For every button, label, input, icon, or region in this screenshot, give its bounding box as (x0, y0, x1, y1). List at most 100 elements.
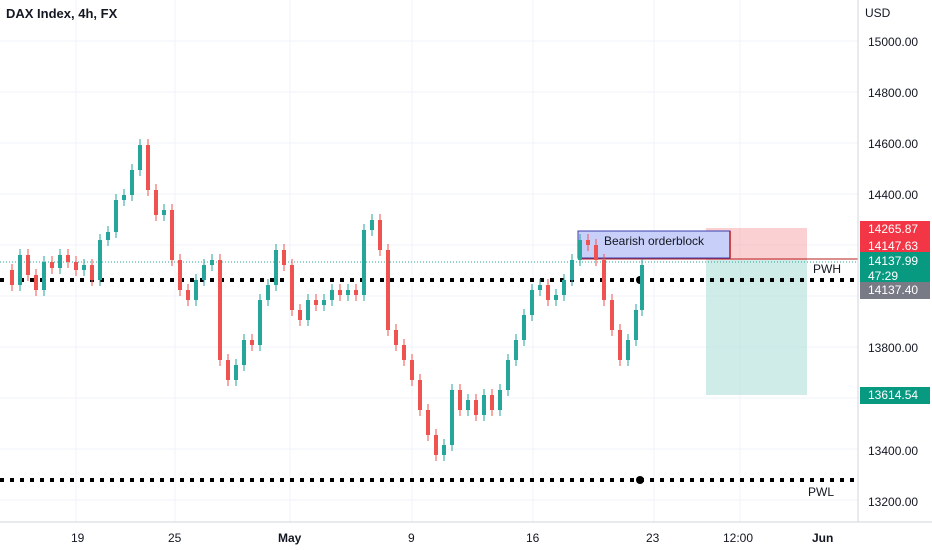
y-tick-14400: 14400.00 (868, 188, 918, 202)
last-price-tag: 14137.99 47:29 (860, 252, 930, 286)
candle-body (290, 265, 294, 310)
candle-body (314, 300, 318, 305)
candle-body (42, 262, 46, 290)
candle-body (34, 275, 38, 290)
candle-body (226, 360, 230, 380)
candle-body (82, 265, 86, 270)
candle-body (394, 330, 398, 345)
countdown-timer: 47:29 (868, 269, 899, 283)
candles (10, 139, 644, 461)
candle-body (346, 290, 350, 295)
candle-body (298, 310, 302, 320)
candle-body (18, 255, 22, 285)
candle-body (50, 262, 54, 268)
candle-body (26, 255, 30, 275)
candle-body (242, 340, 246, 365)
candle-body (482, 395, 486, 415)
candle-body (386, 250, 390, 330)
orderblock-box[interactable] (577, 230, 731, 259)
candle-body (90, 265, 94, 280)
y-tick-14600: 14600.00 (868, 137, 918, 151)
candle-body (546, 285, 550, 300)
x-tick-9: 9 (408, 531, 415, 545)
x-tick-may: May (278, 531, 302, 545)
target-price-tag: 13614.54 (860, 387, 930, 404)
candle-body (354, 290, 358, 295)
target-zone[interactable] (706, 260, 807, 395)
candle-body (450, 390, 454, 445)
candle-body (218, 260, 222, 360)
candle-body (594, 245, 598, 260)
candle-body (98, 240, 102, 280)
candle-body (618, 330, 622, 360)
candle-body (330, 290, 334, 300)
candle-body (634, 310, 638, 340)
last-price-value: 14137.99 (868, 254, 919, 268)
candle-body (442, 445, 446, 455)
candle-body (610, 300, 614, 330)
entry-price-tag: 14147.63 (860, 238, 930, 255)
candle-body (274, 250, 278, 285)
candle-body (146, 145, 150, 190)
candle-body (522, 315, 526, 340)
orderblock-label: Bearish orderblock (603, 234, 705, 248)
candle-body (170, 210, 174, 260)
x-tick-16: 16 (526, 531, 540, 545)
candle-body (162, 210, 166, 215)
x-tick-25: 25 (168, 531, 182, 545)
candle-body (378, 220, 382, 250)
candle-body (10, 270, 14, 285)
candle-body (306, 300, 310, 320)
candle-body (514, 340, 518, 360)
candle-body (210, 260, 214, 265)
y-tick-14800: 14800.00 (868, 86, 918, 100)
x-tick-jun: Jun (812, 531, 833, 545)
candle-body (266, 285, 270, 300)
pwl-anchor[interactable] (636, 476, 644, 484)
candle-body (106, 232, 110, 240)
candle-body (194, 280, 198, 300)
y-tick-13200: 13200.00 (868, 495, 918, 509)
candle-body (474, 400, 478, 415)
candle-body (154, 190, 158, 215)
candle-body (130, 170, 134, 195)
candle-body (322, 300, 326, 305)
level-price-tag: 14137.40 (860, 282, 930, 299)
candle-body (506, 360, 510, 390)
candle-body (178, 260, 182, 290)
candle-body (490, 395, 494, 410)
candle-body (640, 265, 644, 310)
y-tick-13800: 13800.00 (868, 341, 918, 355)
x-tick-23: 23 (646, 531, 660, 545)
candle-body (434, 435, 438, 455)
candle-body (554, 295, 558, 300)
y-tick-13400: 13400.00 (868, 444, 918, 458)
candle-body (410, 360, 414, 380)
candle-body (258, 300, 262, 345)
candle-body (74, 262, 78, 270)
candle-body (234, 365, 238, 380)
chart-title: DAX Index, 4h, FX (6, 6, 118, 21)
candle-body (402, 345, 406, 360)
currency-label: USD (865, 6, 891, 20)
candle-body (186, 290, 190, 300)
pwh-label: PWH (813, 262, 841, 276)
x-tick-19: 19 (71, 531, 85, 545)
candle-body (138, 145, 142, 170)
candle-body (66, 255, 70, 262)
candle-body (570, 260, 574, 280)
candle-body (426, 410, 430, 435)
y-tick-15000: 15000.00 (868, 35, 918, 49)
candle-body (338, 290, 342, 295)
candle-body (202, 265, 206, 280)
candle-body (418, 380, 422, 410)
candle-body (370, 220, 374, 230)
candle-body (282, 250, 286, 265)
x-tick-1200: 12:00 (723, 531, 753, 545)
candle-body (498, 390, 502, 410)
candle-body (466, 400, 470, 410)
candle-body (122, 195, 126, 200)
candle-body (538, 285, 542, 290)
candle-body (458, 390, 462, 410)
